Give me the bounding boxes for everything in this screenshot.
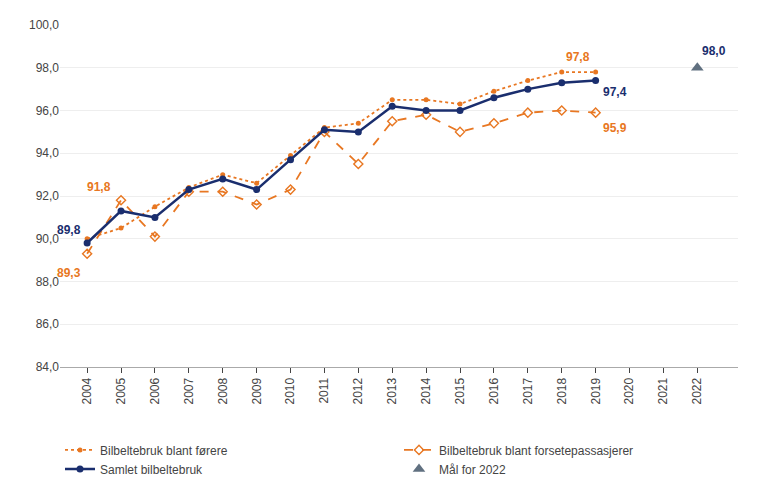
svg-text:2008: 2008 (216, 377, 230, 404)
svg-text:Bilbeltebruk blant forsetepass: Bilbeltebruk blant forsetepassasjerer (439, 444, 633, 458)
svg-text:92,0: 92,0 (36, 189, 60, 203)
svg-text:2018: 2018 (555, 377, 569, 404)
svg-text:2006: 2006 (148, 377, 162, 404)
svg-text:Mål for 2022: Mål for 2022 (439, 463, 506, 477)
svg-text:2013: 2013 (385, 377, 399, 404)
svg-text:2014: 2014 (419, 377, 433, 404)
svg-text:89,3: 89,3 (57, 266, 81, 280)
svg-text:2021: 2021 (656, 377, 670, 404)
svg-text:96,0: 96,0 (36, 104, 60, 118)
svg-text:90,0: 90,0 (36, 232, 60, 246)
svg-text:2015: 2015 (453, 377, 467, 404)
svg-text:2007: 2007 (182, 377, 196, 404)
svg-text:89,8: 89,8 (57, 223, 81, 237)
svg-text:98,0: 98,0 (702, 44, 726, 58)
svg-text:98,0: 98,0 (36, 61, 60, 75)
svg-text:91,8: 91,8 (87, 180, 111, 194)
svg-text:88,0: 88,0 (36, 275, 60, 289)
svg-text:2020: 2020 (622, 377, 636, 404)
svg-text:2005: 2005 (114, 377, 128, 404)
svg-text:2017: 2017 (521, 377, 535, 404)
svg-text:100,0: 100,0 (29, 18, 59, 32)
svg-text:2022: 2022 (690, 377, 704, 404)
svg-text:2009: 2009 (250, 377, 264, 404)
svg-text:2004: 2004 (80, 377, 94, 404)
svg-text:2016: 2016 (487, 377, 501, 404)
svg-text:2012: 2012 (351, 377, 365, 404)
svg-text:95,9: 95,9 (603, 121, 627, 135)
svg-text:84,0: 84,0 (36, 360, 60, 374)
svg-text:97,8: 97,8 (566, 50, 590, 64)
svg-text:2019: 2019 (589, 377, 603, 404)
svg-text:2010: 2010 (283, 377, 297, 404)
svg-text:Samlet bilbeltebruk: Samlet bilbeltebruk (100, 463, 203, 477)
svg-text:97,4: 97,4 (603, 85, 627, 99)
svg-text:86,0: 86,0 (36, 317, 60, 331)
svg-text:Bilbeltebruk blant førere: Bilbeltebruk blant førere (100, 444, 228, 458)
svg-text:2011: 2011 (317, 377, 331, 403)
svg-text:94,0: 94,0 (36, 146, 60, 160)
